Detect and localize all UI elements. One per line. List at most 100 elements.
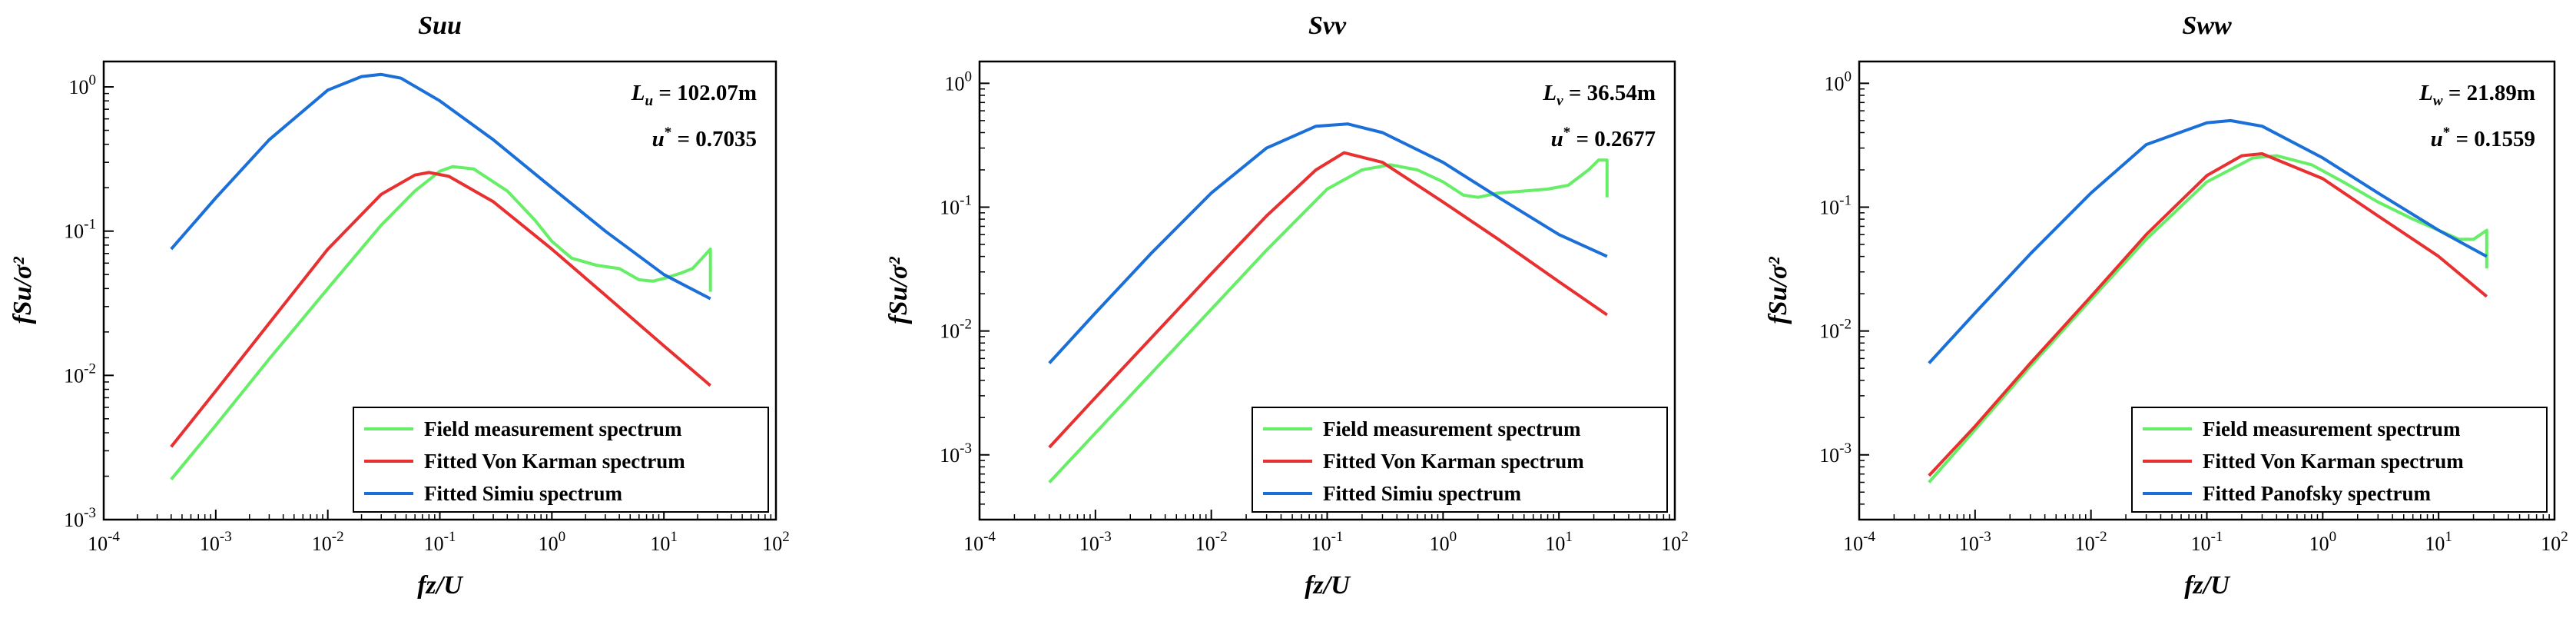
friction-superscript: *	[665, 125, 672, 141]
x-tick-base: 10	[1195, 533, 1215, 555]
friction-velocity-annotation: u* = 0.7035	[652, 125, 757, 151]
legend-label: Fitted Simiu spectrum	[1323, 482, 1521, 505]
length-scale-annotation: Lv = 36.54m	[1542, 81, 1656, 109]
series-group	[1928, 118, 2488, 483]
friction-symbol: u	[2431, 127, 2443, 151]
x-tick-exponent: -1	[1331, 529, 1344, 545]
length-value: = 21.89m	[2443, 81, 2535, 105]
length-symbol: L	[631, 81, 645, 105]
y-tick-label: 10-2	[64, 360, 96, 387]
x-tick-exponent: -4	[983, 529, 996, 545]
chart-title: Sww	[2182, 12, 2232, 40]
x-tick-label: 102	[762, 529, 790, 555]
friction-superscript: *	[1563, 125, 1571, 141]
friction-superscript: *	[2443, 125, 2451, 141]
x-tick-label: 10-4	[1843, 529, 1875, 555]
friction-value: = 0.7035	[671, 127, 757, 151]
y-tick-base: 10	[945, 72, 965, 95]
x-tick-label: 10-3	[200, 529, 232, 555]
x-tick-base: 10	[1079, 533, 1099, 555]
x-tick-label: 10-2	[312, 529, 344, 555]
x-tick-base: 10	[2425, 533, 2445, 555]
series-line-field-measurement-spectrum	[1928, 154, 2488, 483]
y-tick-base: 10	[69, 76, 89, 98]
y-tick-base: 10	[64, 364, 84, 387]
x-tick-base: 10	[312, 533, 332, 555]
friction-value: = 0.2677	[1570, 127, 1656, 151]
legend: Field measurement spectrum Fitted Von Kar…	[1252, 407, 1668, 513]
friction-value: = 0.1559	[2450, 127, 2535, 151]
legend-label: Fitted Simiu spectrum	[424, 482, 622, 505]
y-tick-base: 10	[940, 321, 960, 343]
x-tick-exponent: -3	[1099, 529, 1112, 545]
series-line-fitted-von-karman-spectrum	[1048, 151, 1608, 449]
x-tick-exponent: -2	[332, 529, 344, 545]
y-tick-base: 10	[940, 196, 960, 218]
x-axis-label: fz/U	[1305, 571, 1351, 600]
length-subscript: v	[1557, 93, 1563, 109]
x-tick-base: 10	[539, 533, 559, 555]
x-tick-base: 10	[2541, 533, 2561, 555]
series-line-fitted-simiu-spectrum	[170, 72, 711, 301]
legend-box	[2131, 407, 2548, 513]
x-tick-label: 101	[2425, 529, 2452, 555]
length-value: = 36.54m	[1563, 81, 1656, 105]
x-tick-label: 101	[650, 529, 678, 555]
y-axis-label: fSu/σ²	[884, 257, 913, 324]
x-tick-base: 10	[762, 533, 782, 555]
y-tick-exponent: -1	[84, 217, 96, 233]
friction-symbol: u	[1551, 127, 1563, 151]
x-tick-label: 10-3	[1079, 529, 1112, 555]
chart-title: Svv	[1308, 12, 1347, 40]
y-tick-label: 100	[1825, 68, 1852, 95]
y-tick-label: 10-1	[64, 217, 96, 243]
y-tick-exponent: -2	[84, 360, 96, 377]
legend-label: Fitted Von Karman spectrum	[424, 450, 685, 473]
x-tick-label: 100	[1430, 529, 1457, 555]
series-line-field-measurement-spectrum	[170, 164, 712, 480]
x-tick-exponent: -1	[444, 529, 456, 545]
x-tick-label: 10-1	[424, 529, 456, 555]
x-tick-exponent: -4	[1863, 529, 1875, 545]
length-scale-annotation: Lu = 102.07m	[631, 81, 757, 109]
x-tick-base: 10	[2191, 533, 2211, 555]
x-tick-base: 10	[1545, 533, 1565, 555]
x-tick-exponent: 0	[1450, 529, 1457, 545]
friction-velocity-annotation: u* = 0.2677	[1551, 125, 1656, 151]
x-tick-label: 10-2	[1195, 529, 1228, 555]
x-tick-label: 10-3	[1959, 529, 1991, 555]
x-tick-base: 10	[1430, 533, 1450, 555]
x-tick-label: 100	[539, 529, 566, 555]
legend-label: Field measurement spectrum	[2203, 417, 2461, 440]
x-tick-label: 102	[2541, 529, 2568, 555]
x-tick-base: 10	[650, 533, 670, 555]
x-tick-base: 10	[1843, 533, 1863, 555]
series-line-fitted-panofsky-spectrum	[1928, 118, 2488, 364]
x-tick-base: 10	[1959, 533, 1979, 555]
y-axis-label: fSu/σ²	[8, 257, 37, 324]
x-tick-base: 10	[963, 533, 983, 555]
y-tick-base: 10	[940, 444, 960, 467]
y-tick-label: 10-1	[1819, 192, 1852, 218]
y-tick-label: 100	[69, 72, 97, 98]
y-tick-base: 10	[64, 509, 84, 531]
x-tick-exponent: 1	[2445, 529, 2452, 545]
length-symbol: L	[2419, 81, 2433, 105]
x-tick-label: 10-4	[963, 529, 996, 555]
legend-label: Fitted Von Karman spectrum	[2203, 450, 2464, 473]
x-tick-exponent: -3	[1979, 529, 1991, 545]
series-line-fitted-simiu-spectrum	[1048, 122, 1608, 364]
y-tick-exponent: 0	[1845, 68, 1852, 85]
y-tick-base: 10	[1825, 72, 1845, 95]
x-tick-label: 10-4	[88, 529, 120, 555]
x-tick-label: 101	[1545, 529, 1572, 555]
x-tick-base: 10	[200, 533, 220, 555]
x-tick-exponent: 1	[1565, 529, 1573, 545]
y-tick-label: 100	[945, 68, 973, 95]
series-line-field-measurement-spectrum	[1048, 158, 1609, 483]
x-tick-exponent: 0	[559, 529, 566, 545]
y-tick-label: 10-3	[1819, 440, 1852, 467]
